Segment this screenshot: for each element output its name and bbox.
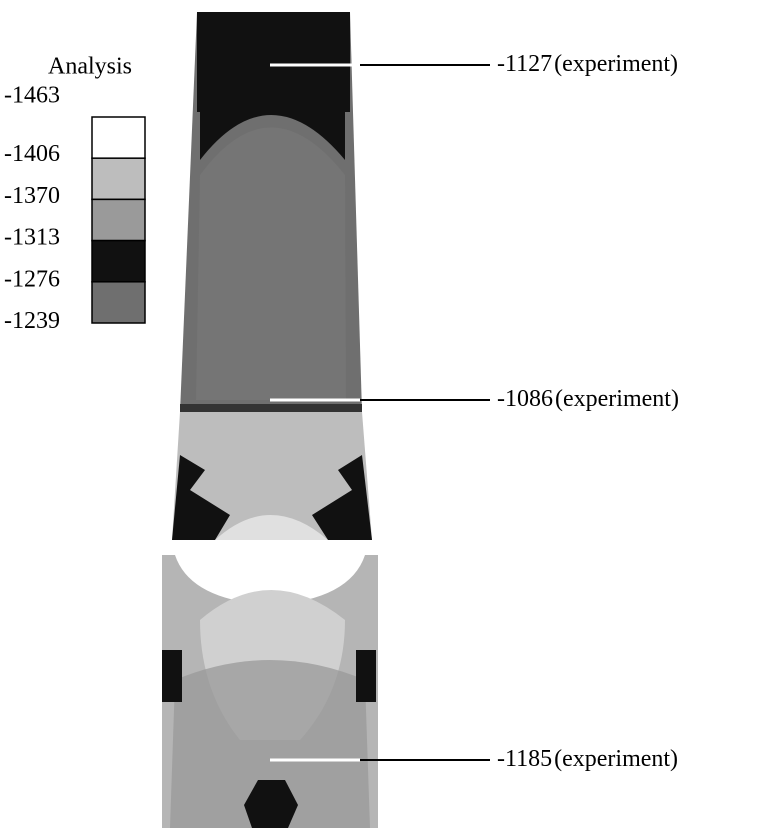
legend: -1463 -1406 -1370 -1313 -1276 -1239 bbox=[4, 83, 146, 334]
region bbox=[197, 12, 350, 112]
annotation-label: (experiment) bbox=[555, 386, 679, 412]
region bbox=[196, 127, 346, 400]
annotations: -1127(experiment)-1086(experiment)-1185(… bbox=[270, 51, 679, 772]
region bbox=[172, 412, 372, 540]
legend-swatch bbox=[91, 116, 146, 159]
region bbox=[215, 515, 328, 540]
annotation-value: -1086 bbox=[497, 386, 553, 412]
region bbox=[170, 660, 370, 828]
region bbox=[180, 404, 362, 412]
legend-swatch bbox=[91, 239, 146, 283]
region bbox=[244, 780, 298, 828]
annotation-label: (experiment) bbox=[554, 746, 678, 772]
legend-swatch bbox=[91, 157, 146, 201]
annotation-label: (experiment) bbox=[554, 51, 678, 77]
annotation: -1086(experiment) bbox=[497, 386, 679, 412]
legend-label: -1463 bbox=[4, 83, 60, 109]
annotation-value: -1127 bbox=[497, 51, 552, 77]
region bbox=[172, 455, 230, 540]
annotation: -1185(experiment) bbox=[497, 746, 678, 772]
annotation: -1127(experiment) bbox=[497, 51, 678, 77]
legend-title: Analysis bbox=[48, 54, 132, 80]
contour-plot bbox=[162, 12, 378, 828]
region bbox=[175, 555, 365, 605]
legend-label: -1239 bbox=[4, 308, 60, 334]
legend-label: -1406 bbox=[4, 141, 60, 167]
legend-label: -1313 bbox=[4, 225, 60, 251]
region bbox=[356, 650, 376, 702]
region bbox=[162, 650, 182, 702]
legend-swatch bbox=[91, 198, 146, 242]
legend-label: -1370 bbox=[4, 183, 60, 209]
annotation-value: -1185 bbox=[497, 746, 552, 772]
region bbox=[200, 112, 345, 160]
legend-label: -1276 bbox=[4, 266, 60, 292]
region bbox=[312, 455, 372, 540]
legend-swatch bbox=[91, 281, 146, 324]
